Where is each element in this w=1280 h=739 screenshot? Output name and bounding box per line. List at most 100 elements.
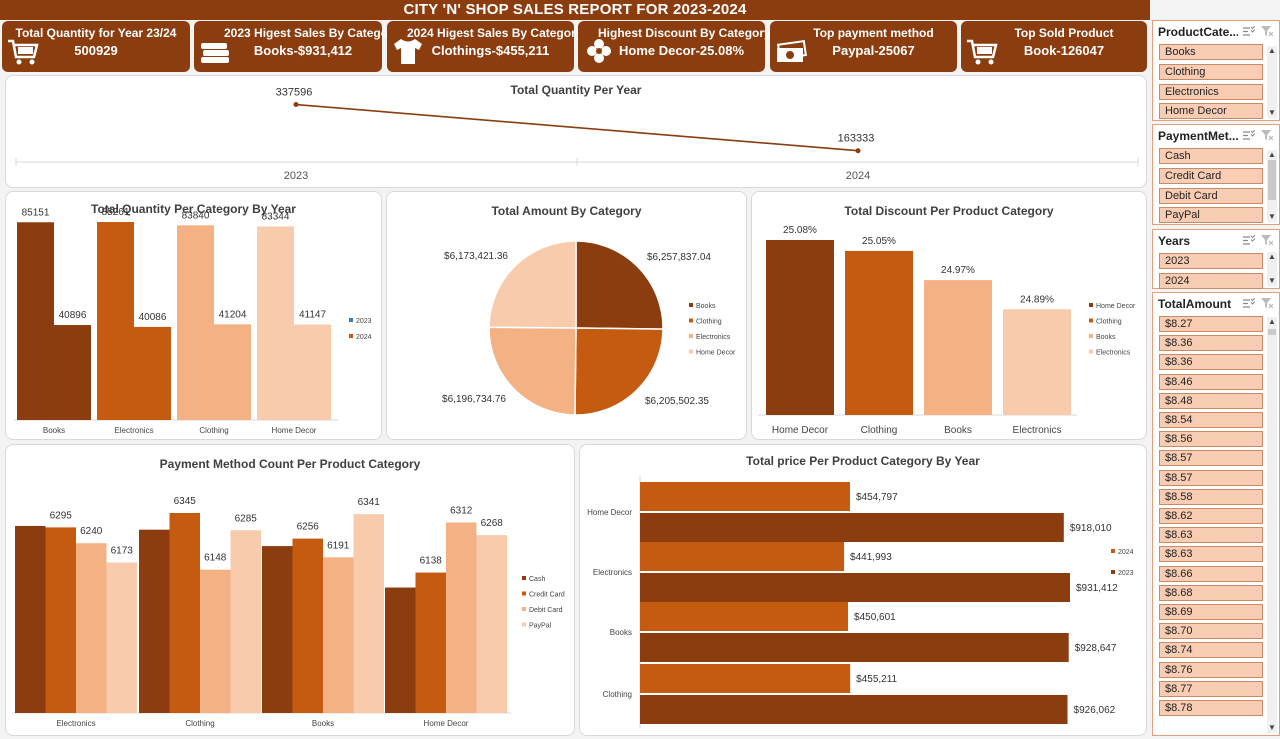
bar bbox=[169, 513, 200, 713]
slicer-item[interactable]: $8.62 bbox=[1159, 508, 1263, 524]
scrollbar[interactable]: ▲ ▼ bbox=[1267, 46, 1277, 118]
slicer-item[interactable]: $8.66 bbox=[1159, 565, 1263, 582]
bar bbox=[640, 633, 1069, 662]
bar bbox=[640, 664, 851, 693]
bar bbox=[97, 222, 134, 420]
slicer-item[interactable]: $8.69 bbox=[1159, 604, 1263, 620]
scroll-up-icon[interactable]: ▲ bbox=[1268, 252, 1276, 261]
scroll-down-icon[interactable]: ▼ bbox=[1268, 212, 1276, 221]
slicer-item[interactable]: Debit Card bbox=[1159, 187, 1263, 204]
slicer-item[interactable]: $8.78 bbox=[1159, 700, 1263, 716]
slicer-item[interactable]: $8.27 bbox=[1159, 316, 1263, 332]
bar bbox=[45, 527, 76, 713]
slicer-item[interactable]: $8.36 bbox=[1159, 335, 1263, 352]
scrollbar[interactable]: ▲ ▼ bbox=[1267, 317, 1277, 733]
legend-swatch bbox=[1089, 318, 1093, 323]
tick-label: Electronics bbox=[1013, 425, 1062, 436]
multi-select-icon[interactable] bbox=[1243, 235, 1255, 246]
kpi-title: 2023 Higest Sales By Category bbox=[224, 26, 400, 40]
slicer-item[interactable]: Books bbox=[1159, 44, 1263, 60]
scroll-up-icon[interactable]: ▲ bbox=[1268, 317, 1276, 326]
multi-select-icon[interactable] bbox=[1243, 298, 1255, 309]
scroll-down-icon[interactable]: ▼ bbox=[1268, 108, 1276, 117]
slicer-item[interactable]: Clothing bbox=[1159, 63, 1263, 80]
slicer-item[interactable]: $8.48 bbox=[1159, 392, 1263, 409]
slicer-item[interactable]: Electronics bbox=[1159, 83, 1263, 100]
legend-swatch bbox=[689, 349, 693, 354]
tick-label: Home Decor bbox=[587, 508, 632, 517]
legend-swatch bbox=[1111, 549, 1115, 553]
legend-label: Debit Card bbox=[529, 607, 563, 614]
slicer-item[interactable]: Cash bbox=[1159, 148, 1263, 164]
scrollbar[interactable]: ▲ ▼ bbox=[1267, 150, 1277, 222]
kpi-title: Highest Discount By Category bbox=[598, 26, 771, 40]
slicer-item[interactable]: $8.57 bbox=[1159, 450, 1263, 467]
scroll-down-icon[interactable]: ▼ bbox=[1268, 723, 1276, 732]
slicer-item[interactable]: $8.70 bbox=[1159, 623, 1263, 640]
legend-label: Electronics bbox=[1096, 350, 1131, 357]
slicer-item[interactable]: 2023 bbox=[1159, 253, 1263, 269]
slicer-item[interactable]: $8.74 bbox=[1159, 642, 1263, 659]
bar bbox=[257, 226, 294, 420]
kpi-2023-highest-sales: 2023 Higest Sales By Category Books-$931… bbox=[194, 21, 400, 72]
slicer-header: TotalAmount bbox=[1153, 293, 1279, 314]
data-label: 337596 bbox=[276, 87, 313, 99]
scrollbar[interactable]: ▲ ▼ bbox=[1267, 252, 1277, 286]
slicer-item[interactable]: Home Decor bbox=[1159, 103, 1263, 120]
slicer-item[interactable]: PayPal bbox=[1159, 207, 1263, 224]
legend-swatch bbox=[1111, 570, 1115, 574]
tick-label: Home Decor bbox=[424, 719, 469, 728]
slicer-item[interactable]: $8.56 bbox=[1159, 431, 1263, 448]
slicer-item[interactable]: $8.46 bbox=[1159, 373, 1263, 390]
legend-label: Credit Card bbox=[529, 592, 565, 599]
tick-label: Electronics bbox=[56, 719, 95, 728]
slicer-item[interactable]: $8.54 bbox=[1159, 412, 1263, 428]
slicer-item[interactable]: 2024 bbox=[1159, 272, 1263, 289]
clear-filter-icon[interactable] bbox=[1261, 235, 1273, 246]
legend-swatch bbox=[1089, 303, 1093, 307]
clear-filter-icon[interactable] bbox=[1261, 298, 1273, 309]
chart-quantity-per-year: Total Quantity Per Year 337596 2023 163333… bbox=[5, 75, 1147, 188]
slicer-total-amount[interactable]: TotalAmount $8.27 $8.36 $8.36 $8.46 $8.48 $8.… bbox=[1152, 292, 1280, 736]
slicer-item[interactable]: $8.76 bbox=[1159, 661, 1263, 678]
chart-quantity-per-category: Total Quantity Per Category By Year 8515… bbox=[5, 191, 382, 440]
slicer-item[interactable]: $8.57 bbox=[1159, 469, 1263, 486]
bar bbox=[385, 587, 416, 713]
clear-filter-icon[interactable] bbox=[1261, 26, 1273, 37]
bar bbox=[294, 324, 331, 420]
legend-swatch bbox=[349, 318, 353, 322]
scroll-down-icon[interactable]: ▼ bbox=[1268, 276, 1276, 285]
bar bbox=[15, 525, 46, 713]
slicer-item[interactable]: $8.77 bbox=[1159, 680, 1263, 697]
slicer-item[interactable]: $8.63 bbox=[1159, 546, 1263, 563]
kpi-top-payment: Top payment method Paypal-25067 bbox=[770, 21, 957, 72]
slicer-payment-method[interactable]: PaymentMet... Cash Credit Card Debit Card P… bbox=[1152, 124, 1280, 225]
slicer-years[interactable]: Years 2023 2024 ▲ ▼ bbox=[1152, 229, 1280, 289]
pie-slice bbox=[488, 326, 577, 416]
slicer-item[interactable]: $8.68 bbox=[1159, 584, 1263, 601]
slicer-header: ProductCate... bbox=[1153, 21, 1279, 42]
bar bbox=[17, 222, 54, 420]
scroll-up-icon[interactable]: ▲ bbox=[1268, 46, 1276, 55]
scroll-up-icon[interactable]: ▲ bbox=[1268, 150, 1276, 159]
kpi-value: Home Decor-25.08% bbox=[619, 43, 744, 58]
slicer-item[interactable]: $8.36 bbox=[1159, 354, 1263, 371]
bar bbox=[640, 482, 850, 511]
legend-label: Clothing bbox=[1096, 319, 1122, 326]
slicer-product-category[interactable]: ProductCate... Books Clothing Electronics H… bbox=[1152, 20, 1280, 121]
legend-label: PayPal bbox=[529, 623, 552, 630]
multi-select-icon[interactable] bbox=[1243, 130, 1255, 141]
slicer-item[interactable]: $8.58 bbox=[1159, 488, 1263, 505]
data-label: 6312 bbox=[450, 505, 473, 516]
legend-label: Books bbox=[1096, 334, 1116, 341]
clear-filter-icon[interactable] bbox=[1261, 130, 1273, 141]
data-label: 25.05% bbox=[862, 236, 896, 247]
books-icon bbox=[201, 43, 229, 63]
slicer-item[interactable]: $8.63 bbox=[1159, 527, 1263, 544]
multi-select-icon[interactable] bbox=[1243, 26, 1255, 37]
bar bbox=[139, 529, 170, 713]
scroll-thumb[interactable] bbox=[1268, 160, 1276, 200]
data-label: 41147 bbox=[299, 309, 327, 320]
scroll-thumb[interactable] bbox=[1268, 329, 1276, 335]
slicer-item[interactable]: Credit Card bbox=[1159, 167, 1263, 184]
